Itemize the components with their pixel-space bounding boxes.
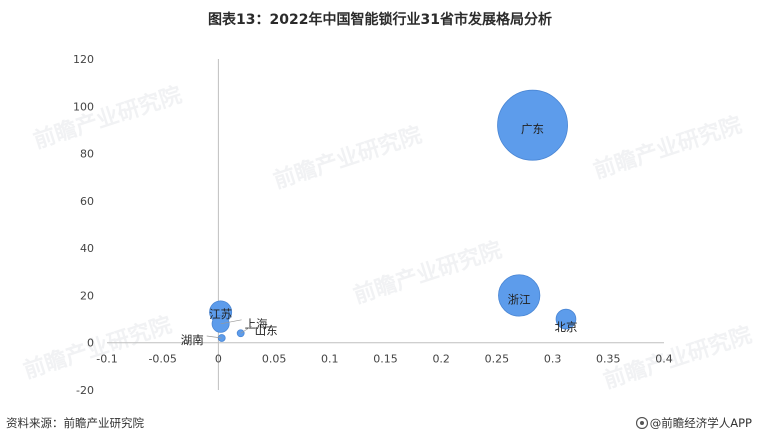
y-tick-label: 80	[80, 148, 94, 161]
x-tick-label: -0.05	[148, 353, 176, 366]
x-tick-label: 0.1	[321, 353, 339, 366]
x-tick-label: -0.1	[96, 353, 117, 366]
brand-logo-icon	[635, 417, 648, 429]
x-tick-label: 0.4	[655, 353, 673, 366]
bubble-label: 山东	[255, 323, 278, 337]
y-tick-label: 100	[73, 100, 94, 113]
bubble-label: 江苏	[209, 307, 232, 321]
x-tick-label: 0.3	[544, 353, 562, 366]
bubble-point	[498, 274, 541, 317]
brand-text: @前瞻经济学人APP	[649, 416, 752, 430]
chart-axes: -0.1 -0.05 0 0.05 0.1 0.15 0.2 0.25 0.3 0.35 0.4 -2…	[73, 53, 673, 397]
label-leader-line	[240, 325, 252, 334]
brand-footer: @前瞻经济学人APP	[635, 415, 752, 431]
y-tick-label: 0	[87, 337, 94, 350]
bubble-label: 广东	[521, 122, 544, 136]
y-tick-label: 20	[80, 289, 94, 302]
bubble-label: 浙江	[508, 292, 531, 306]
chart-title: 图表13：2022年中国智能锁行业31省市发展格局分析	[208, 12, 552, 28]
bubble-point	[555, 308, 577, 330]
x-tick-label: 0	[215, 353, 222, 366]
chart-bubbles	[209, 89, 577, 342]
bubble-label: 北京	[554, 320, 577, 334]
bubble-point	[497, 89, 568, 161]
bubble-label: 湖南	[181, 333, 204, 347]
x-tick-label: 0.15	[373, 353, 398, 366]
label-leader-line	[206, 335, 222, 339]
x-tick-label: 0.2	[432, 353, 450, 366]
y-tick-label: 60	[80, 195, 94, 208]
source-note: 资料来源：前瞻产业研究院	[6, 416, 144, 430]
y-tick-label: 120	[73, 53, 94, 66]
label-leader-line	[220, 319, 242, 325]
x-tick-label: 0.35	[596, 353, 621, 366]
x-tick-label: 0.05	[262, 353, 287, 366]
y-tick-label: -20	[76, 384, 94, 397]
x-tick-label: 0.25	[485, 353, 510, 366]
y-tick-label: 40	[80, 242, 94, 255]
